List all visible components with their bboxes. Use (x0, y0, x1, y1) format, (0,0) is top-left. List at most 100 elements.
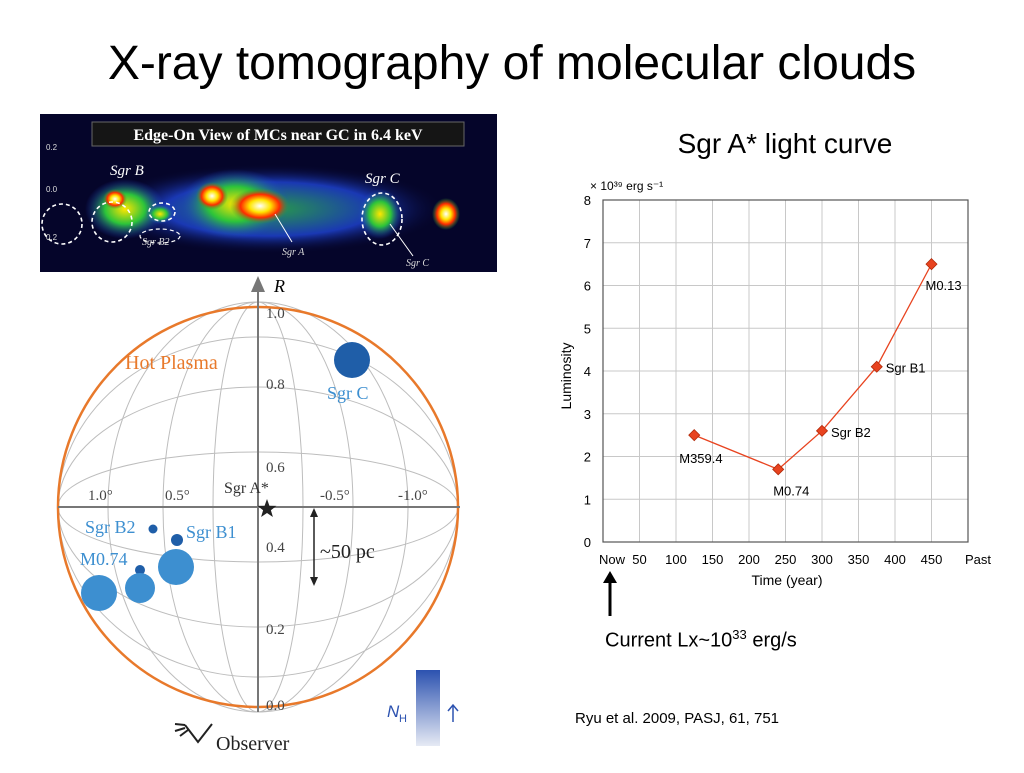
r-tick: 0.2 (266, 622, 285, 638)
data-point-label: M0.13 (926, 278, 962, 293)
label-sgr-c-small: Sgr C (406, 258, 429, 269)
r-tick: 0.4 (266, 540, 285, 556)
l-tick: -0.5° (320, 488, 350, 504)
scale-label: ~50 pc (320, 541, 375, 563)
y-tick-label: 6 (584, 279, 591, 294)
data-point-marker (772, 463, 785, 476)
xray-ytick: 0.2 (46, 233, 58, 242)
cloud-sgr-b1 (171, 534, 183, 546)
sgr-a-emission (230, 188, 290, 224)
xray-title-box (91, 121, 465, 147)
xray-ytick: 0.2 (46, 143, 58, 152)
chart-ticks: 0 1 2 3 4 5 6 7 8 50 100 150 200 250 300 350 400 450 (584, 193, 943, 567)
y-tick-label: 8 (584, 193, 591, 208)
dashed-region-2 (91, 201, 133, 243)
plot-frame (602, 199, 969, 543)
dashed-region-4 (139, 228, 181, 244)
sphere-diagram: R 1.0 0.8 0.6 0.4 0.2 0.0 1.0° 0.5° -0.5… (40, 272, 510, 768)
current-luminosity-note: Current Lx~1033 erg/s (605, 622, 797, 654)
data-point-marker (925, 258, 938, 271)
dashed-region-5 (361, 192, 403, 246)
xray-title: Edge-On View of MCs near GC in 6.4 keV (133, 127, 422, 144)
y-tick-label: 2 (584, 450, 591, 465)
l-tick: 0.5° (165, 488, 190, 504)
sgr-c-emission (358, 189, 402, 239)
nh-gradient-bar (416, 670, 440, 746)
cloud-label-sgr-c: Sgr C (327, 383, 369, 403)
star-icon (257, 499, 277, 517)
data-point-marker (815, 424, 829, 437)
label-sgr-b2: Sgr B2 (142, 237, 170, 248)
hot-plasma-label: Hot Plasma (125, 352, 218, 374)
x-start-label: Now (599, 552, 626, 567)
chart-axes (602, 199, 969, 543)
xray-ytick: 0.0 (46, 185, 58, 194)
y-tick-label: 3 (584, 407, 591, 422)
slide-title: X-ray tomography of molecular clouds (107, 37, 917, 90)
y-tick-label: 1 (584, 492, 591, 507)
cloud-sgr-b2 (148, 524, 158, 534)
cloud-label-sgr-b1: Sgr B1 (186, 522, 237, 542)
data-point-label: Sgr B2 (831, 425, 871, 440)
y-axis-label: Luminosity (558, 343, 574, 410)
r-tick: 0.8 (266, 377, 285, 393)
east-emission (432, 198, 460, 230)
sgr-a-star-label: Sgr A* (224, 480, 269, 497)
x-tick-label: 250 (775, 552, 797, 567)
r-tick: 0.0 (266, 698, 285, 714)
y-tick-label: 0 (584, 535, 591, 550)
data-point-label: Sgr B1 (886, 361, 926, 376)
r-tick: 0.6 (266, 460, 285, 476)
data-point-marker (688, 429, 701, 442)
nh-label: N (387, 702, 400, 721)
r-axis-label: R (273, 276, 285, 296)
y-unit-label: × 10³⁹ erg s⁻¹ (590, 179, 663, 193)
x-end-label: Past (965, 552, 991, 567)
data-point-label: M0.74 (773, 483, 809, 498)
y-tick-label: 4 (584, 364, 591, 379)
m013-emission (196, 182, 228, 210)
pointer-sgr-c (389, 223, 414, 257)
x-tick-label: 50 (632, 552, 646, 567)
y-tick-label: 5 (584, 321, 591, 336)
now-arrow-icon (600, 570, 620, 618)
current-lx-exponent: 33 (732, 627, 747, 642)
sgr-b2-emission (103, 189, 127, 209)
scale-arrow-up-icon (310, 508, 318, 517)
cloud-label-m074: M0.74 (80, 549, 128, 569)
label-sgr-b: Sgr B (110, 163, 144, 179)
x-tick-label: 150 (702, 552, 724, 567)
nh-subscript: H (399, 713, 407, 725)
observer-label: Observer (216, 733, 290, 755)
x-tick-label: 400 (884, 552, 906, 567)
label-sgr-a: Sgr A (282, 247, 305, 258)
chart-title: Sgr A* light curve (677, 128, 893, 159)
data-point-label: M359.4 (679, 451, 722, 466)
cloud-m074-projection (125, 573, 155, 603)
x-tick-label: 300 (811, 552, 833, 567)
scale-arrow-down-icon (310, 577, 318, 586)
dashed-region-3 (148, 202, 176, 222)
pointer-sgr-a (274, 213, 293, 243)
eye-icon (174, 723, 213, 744)
cloud-m074 (135, 565, 145, 575)
x-tick-label: 100 (665, 552, 687, 567)
y-tick-label: 7 (584, 236, 591, 251)
citation: Ryu et al. 2009, PASJ, 61, 751 (575, 710, 780, 727)
l-tick: 1.0° (88, 488, 113, 504)
x-tick-label: 350 (848, 552, 870, 567)
light-curve-chart: 0 1 2 3 4 5 6 7 8 50 100 150 200 250 300 350 400 450 M359… (555, 168, 1005, 598)
x-tick-label: 200 (738, 552, 760, 567)
l-tick: -1.0° (398, 488, 428, 504)
label-sgr-c: Sgr C (365, 171, 401, 187)
data-point-marker (870, 360, 883, 373)
sgr-b1-emission (146, 204, 174, 224)
current-lx-prefix: Current Lx~10 (605, 629, 733, 652)
r-tick: 1.0 (266, 306, 285, 322)
cloud-sgr-b1-projection (158, 549, 194, 585)
cloud-label-sgr-b2: Sgr B2 (85, 517, 136, 537)
x-tick-label: 450 (921, 552, 943, 567)
xray-image: Edge-On View of MCs near GC in 6.4 keV 0… (40, 114, 497, 272)
current-lx-suffix: erg/s (746, 629, 797, 652)
chart-series: M359.4 M0.74 Sgr B2 Sgr B1 M0.13 (679, 258, 962, 498)
